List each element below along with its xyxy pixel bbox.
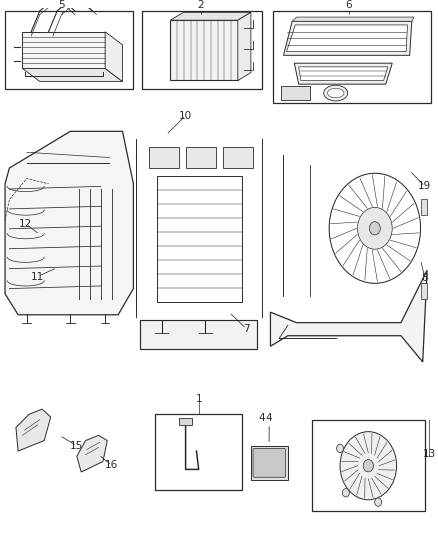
Circle shape	[369, 222, 380, 235]
Bar	[5, 11, 134, 90]
Bar	[420, 199, 427, 215]
Polygon shape	[299, 67, 388, 80]
Polygon shape	[270, 270, 427, 362]
Bar	[155, 414, 242, 490]
Circle shape	[357, 207, 392, 249]
Polygon shape	[238, 12, 251, 80]
Circle shape	[336, 444, 343, 453]
Text: 15: 15	[70, 441, 84, 451]
FancyBboxPatch shape	[253, 448, 286, 477]
Polygon shape	[292, 17, 414, 21]
Polygon shape	[105, 32, 123, 82]
Bar	[283, 88, 294, 93]
Text: 10: 10	[179, 111, 192, 120]
Polygon shape	[179, 418, 192, 425]
Text: 7: 7	[243, 324, 250, 334]
Circle shape	[329, 173, 420, 284]
Bar	[296, 94, 307, 98]
Bar	[148, 147, 179, 168]
Polygon shape	[22, 32, 105, 68]
Bar	[281, 86, 310, 100]
Ellipse shape	[324, 85, 348, 101]
Polygon shape	[294, 63, 392, 84]
Polygon shape	[170, 20, 238, 80]
Text: 12: 12	[19, 219, 32, 229]
Bar	[283, 94, 294, 98]
Text: 4: 4	[266, 413, 272, 423]
Text: 11: 11	[31, 271, 44, 281]
Bar	[223, 147, 253, 168]
Circle shape	[340, 432, 397, 500]
Bar	[142, 11, 262, 90]
Text: 2: 2	[198, 0, 204, 10]
Circle shape	[363, 459, 374, 472]
Text: 6: 6	[346, 0, 352, 10]
Polygon shape	[16, 409, 51, 451]
Bar	[272, 11, 431, 102]
Text: 5: 5	[58, 0, 65, 10]
Circle shape	[343, 489, 350, 497]
Text: 19: 19	[418, 181, 431, 191]
Polygon shape	[22, 68, 123, 82]
Bar	[251, 446, 288, 480]
Text: 13: 13	[423, 449, 436, 459]
Bar	[312, 419, 425, 511]
Text: 8: 8	[422, 273, 428, 283]
Circle shape	[374, 498, 381, 506]
Text: 4: 4	[258, 413, 265, 423]
Text: 1: 1	[195, 394, 202, 403]
Polygon shape	[140, 320, 258, 349]
Bar	[296, 88, 307, 93]
Polygon shape	[5, 131, 134, 315]
Polygon shape	[283, 21, 412, 55]
Polygon shape	[170, 12, 251, 20]
Polygon shape	[77, 435, 107, 472]
Bar	[420, 284, 427, 299]
Bar	[186, 147, 216, 168]
Ellipse shape	[328, 88, 344, 98]
Polygon shape	[286, 25, 407, 52]
Polygon shape	[157, 176, 242, 302]
Text: 16: 16	[105, 460, 118, 470]
